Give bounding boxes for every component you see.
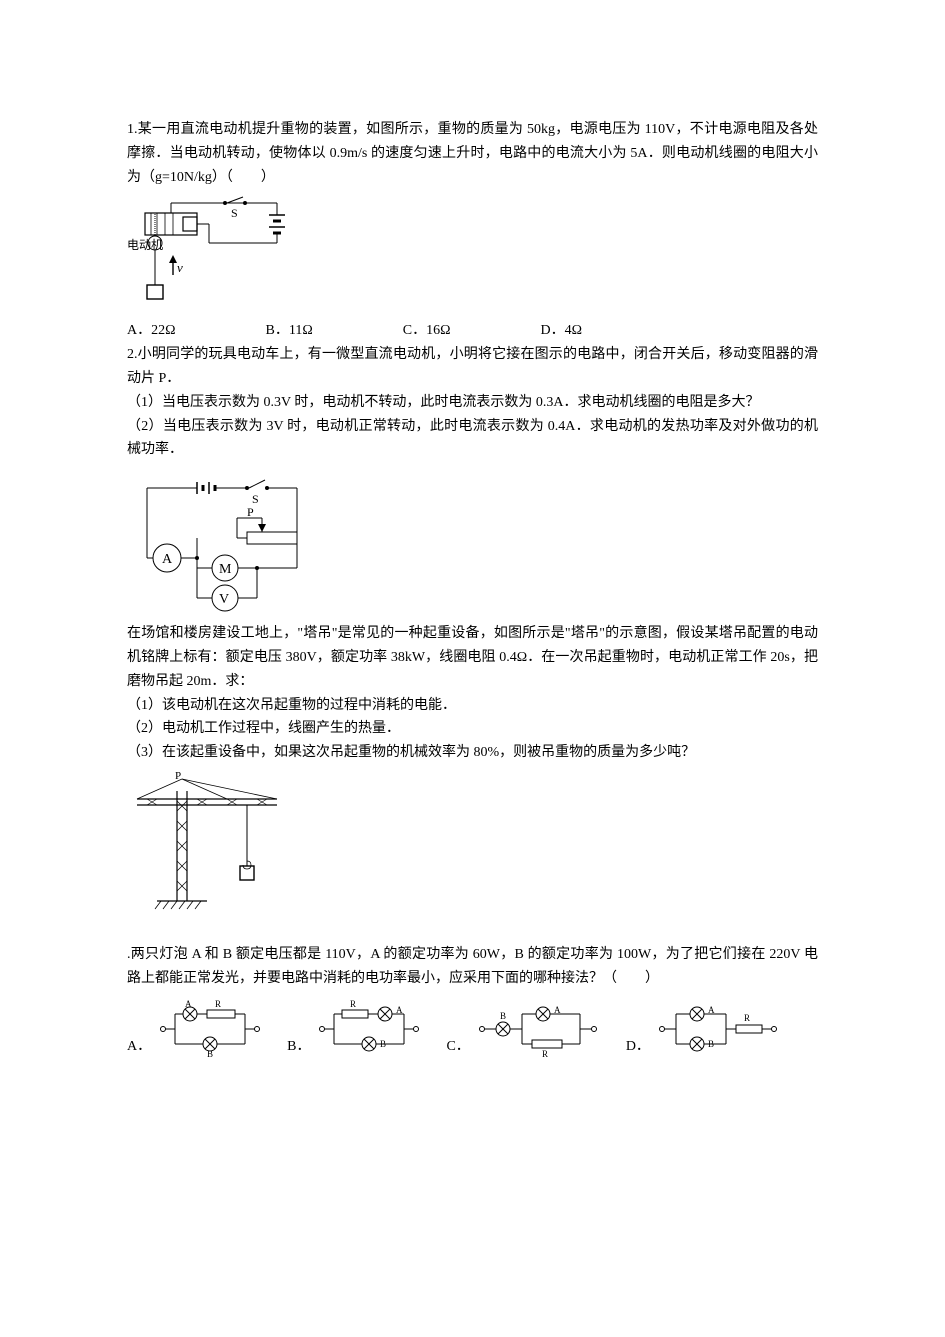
q4-circuit-d: A B R [654, 999, 784, 1059]
q1-figure: 电动机 S v [127, 195, 818, 315]
q1-options: A．22Ω B．11Ω C．16Ω D．4Ω [127, 319, 818, 343]
svg-text:R: R [542, 1049, 548, 1059]
q1-switch-label: S [231, 206, 238, 220]
document-page: 1.某一用直流电动机提升重物的装置，如图所示，重物的质量为 50kg，电源电压为… [0, 0, 945, 1139]
q4-opt-a-label: A． [127, 1035, 151, 1059]
q4-opt-c-label: C． [446, 1035, 469, 1059]
q2-text2: （1）当电压表示数为 0.3V 时，电动机不转动，此时电流表示数为 0.3A．求… [127, 391, 818, 415]
q2-text1: 2.小明同学的玩具电动车上，有一微型直流电动机，小明将它接在图示的电路中，闭合开… [127, 343, 818, 391]
svg-text:P: P [175, 771, 181, 782]
q3-text1: 在场馆和楼房建设工地上，"塔吊"是常见的一种起重设备，如图所示是"塔吊"的示意图… [127, 622, 818, 693]
q2-motor: M [219, 562, 232, 577]
svg-text:B: B [500, 1011, 506, 1021]
q1-opt-b: B．11Ω [266, 319, 313, 343]
q3-text2: （1）该电动机在这次吊起重物的过程中消耗的电能． [127, 694, 818, 718]
svg-text:R: R [744, 1013, 750, 1023]
svg-text:B: B [207, 1049, 213, 1059]
q2-ammeter: A [162, 552, 173, 567]
q3-text3: （2）电动机工作过程中，线圈产生的热量． [127, 717, 818, 741]
q2-figure: S P A M [127, 468, 818, 618]
q2-voltmeter: V [219, 592, 229, 607]
q3-text4: （3）在该起重设备中，如果这次吊起重物的机械效率为 80%，则被吊重物的质量为多… [127, 741, 818, 765]
q3-figure: P [127, 771, 818, 921]
q2-text3: （2）当电压表示数为 3V 时，电动机正常转动，此时电流表示数为 0.4A．求电… [127, 415, 818, 463]
q4-circuit-c: B A R [474, 999, 604, 1059]
q2-switch-label: S [252, 492, 259, 506]
q1-text: 1.某一用直流电动机提升重物的装置，如图所示，重物的质量为 50kg，电源电压为… [127, 118, 818, 189]
q4-circuit-b: R A B [314, 999, 424, 1059]
q4-options: A． A R B [127, 999, 818, 1059]
q4-text: .两只灯泡 A 和 B 额定电压都是 110V，A 的额定功率为 60W，B 的… [127, 943, 818, 991]
q1-opt-a: A．22Ω [127, 319, 176, 343]
q4-opt-d-label: D． [626, 1035, 650, 1059]
q1-opt-c: C．16Ω [403, 319, 451, 343]
q4-opt-b-label: B． [287, 1035, 310, 1059]
svg-text:R: R [215, 999, 221, 1009]
q4-circuit-a: A R B [155, 999, 265, 1059]
q2-slider-label: P [247, 505, 254, 519]
svg-text:R: R [350, 999, 356, 1009]
q1-opt-d: D．4Ω [541, 319, 583, 343]
svg-text:A: A [185, 999, 192, 1009]
q1-velocity-label: v [177, 260, 183, 275]
